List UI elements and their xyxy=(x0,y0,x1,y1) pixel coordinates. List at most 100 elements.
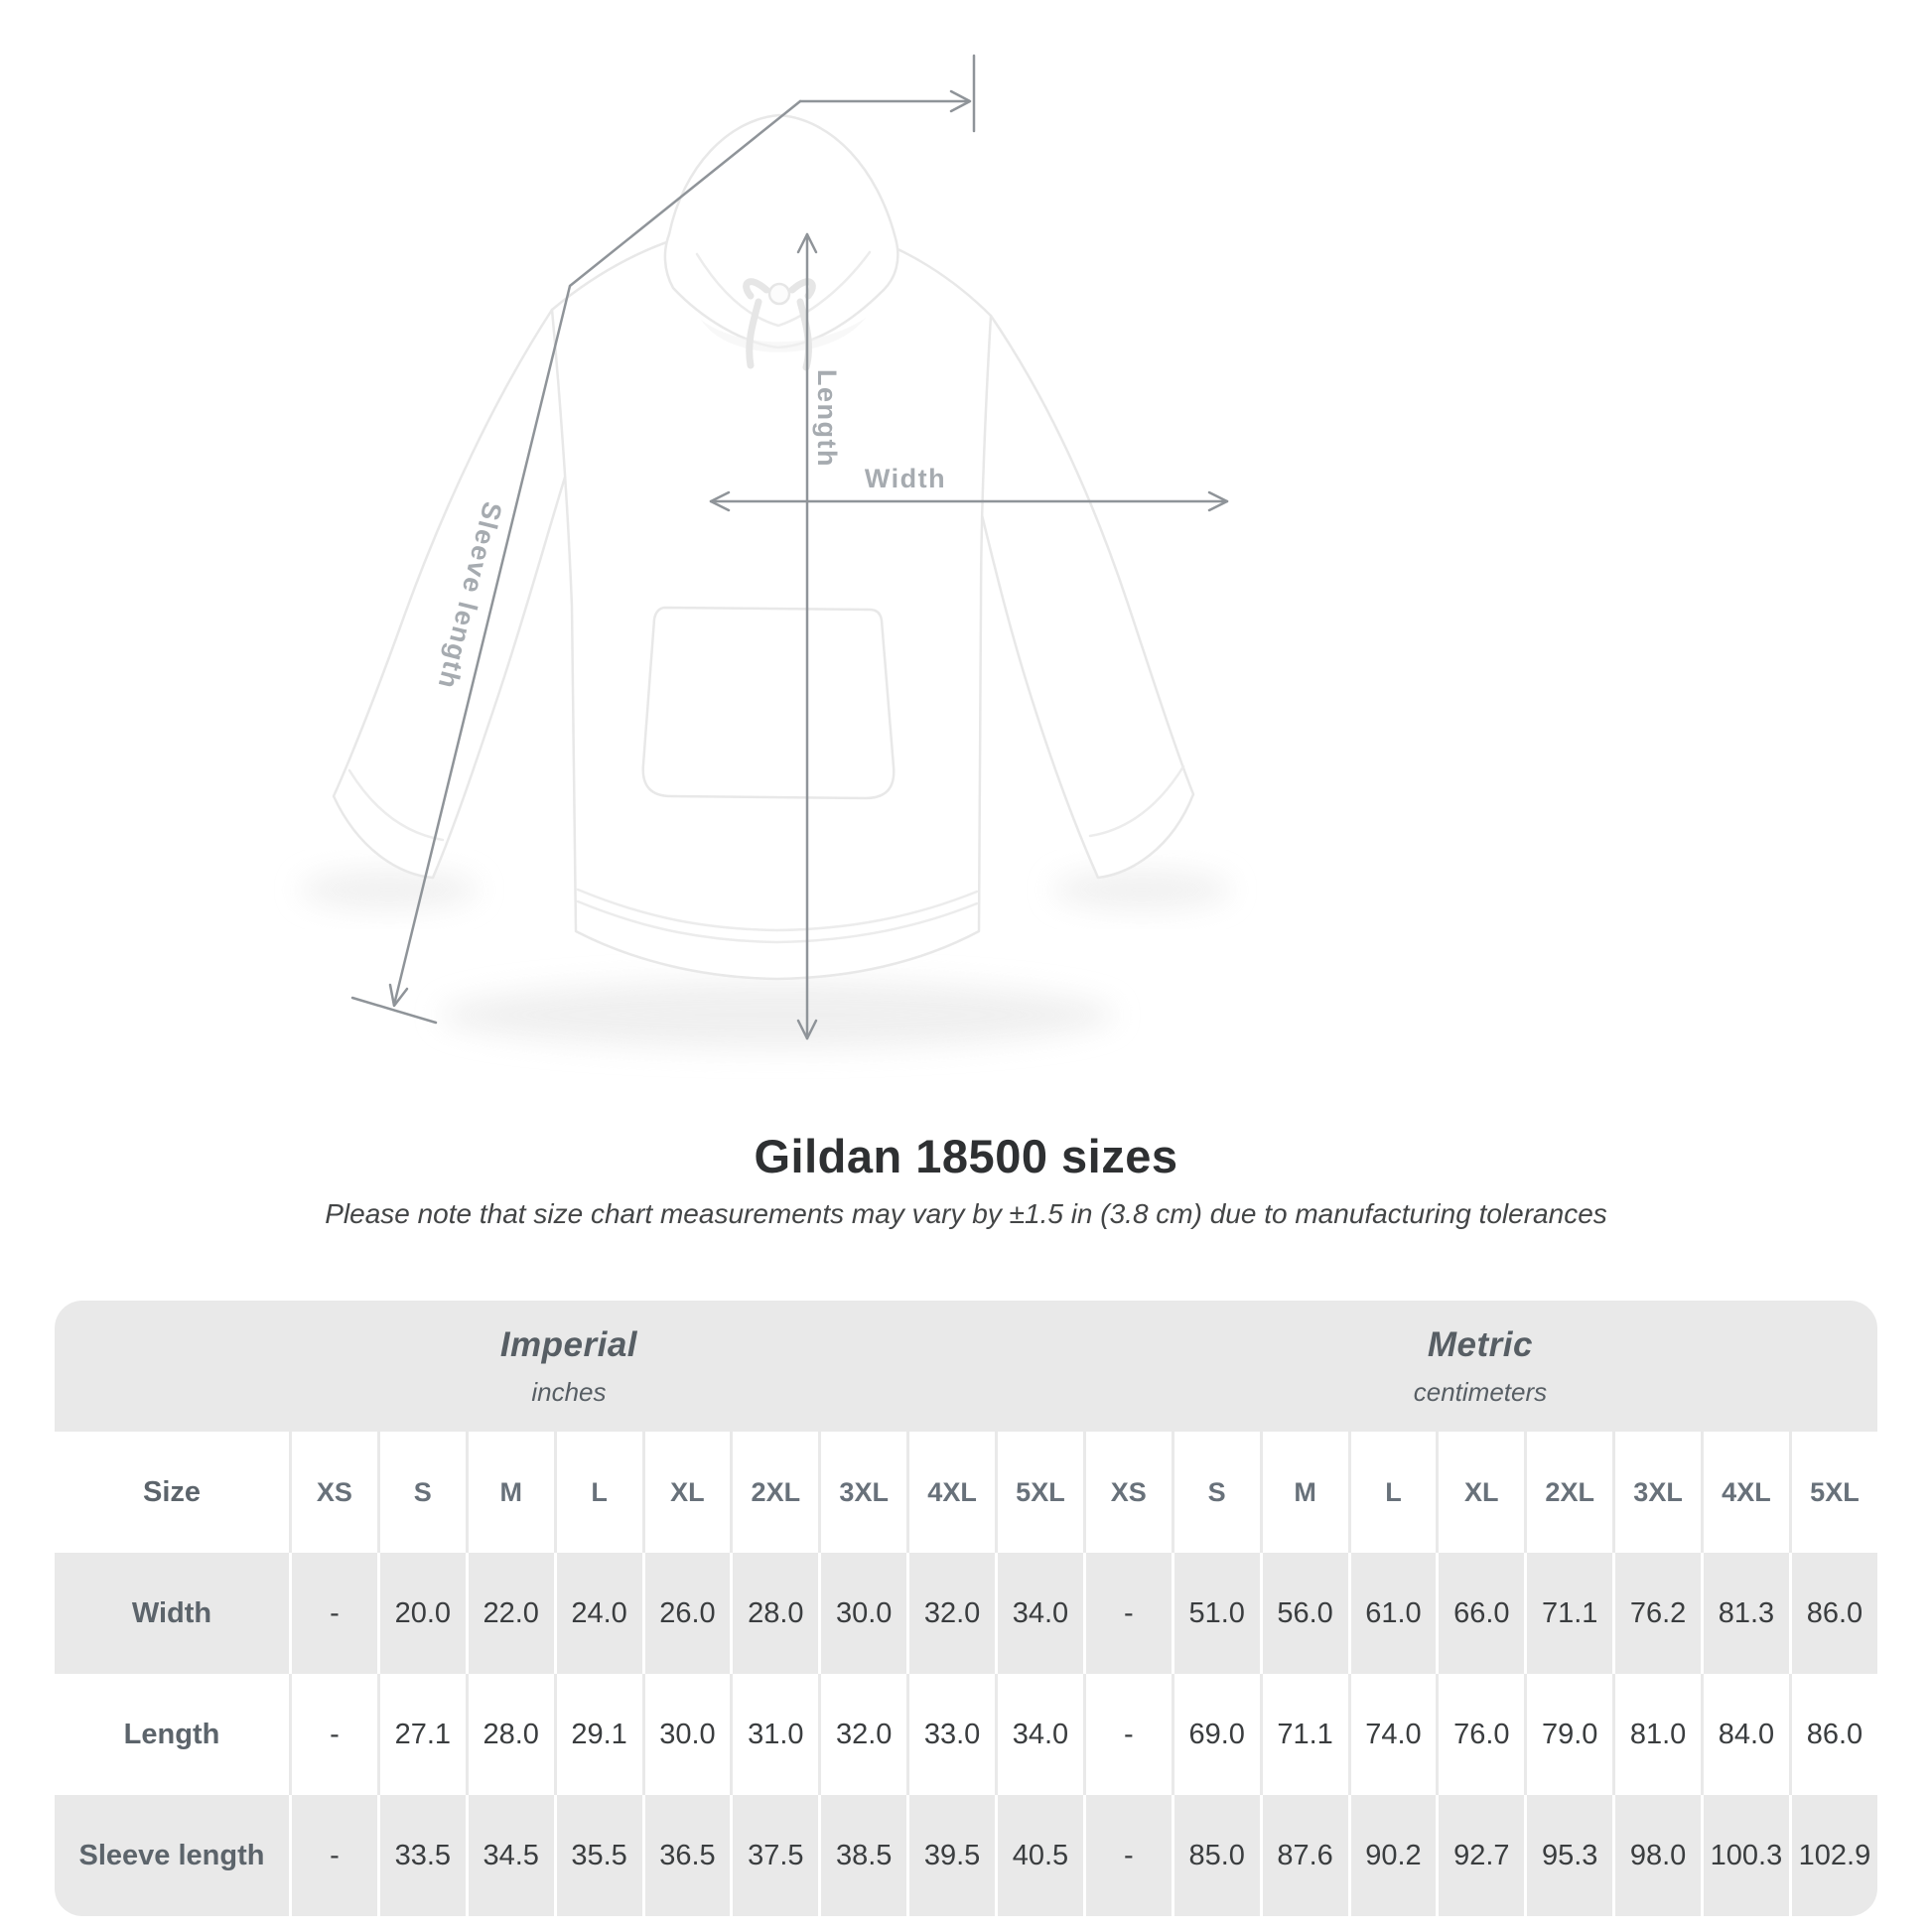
imperial-units: inches xyxy=(531,1376,607,1407)
table-cell: - xyxy=(289,1553,377,1674)
hem-seam-bottom xyxy=(576,899,979,944)
size-header: S xyxy=(1171,1432,1260,1553)
sleeve-length-arrowhead-bottom xyxy=(388,983,409,1008)
table-cell: 81.3 xyxy=(1701,1553,1789,1674)
table-cell: 38.5 xyxy=(818,1795,907,1916)
width-arrowhead-right xyxy=(1207,490,1229,512)
table-cell: 34.5 xyxy=(465,1795,554,1916)
imperial-title: Imperial xyxy=(499,1324,638,1364)
size-table: Imperial inches Metric centimeters Size … xyxy=(55,1301,1877,1916)
width-measure: Width xyxy=(709,464,1229,512)
table-cell: 39.5 xyxy=(906,1795,995,1916)
size-header: 4XL xyxy=(906,1432,995,1553)
cuff-shadow-left xyxy=(300,870,479,909)
table-cell: 37.5 xyxy=(730,1795,819,1916)
table-row-sleeve-length: Sleeve length - 33.5 34.5 35.5 36.5 37.5… xyxy=(55,1795,1877,1916)
hem-seam-top xyxy=(576,888,979,932)
table-cell: - xyxy=(1082,1674,1172,1795)
length-arrowhead-bottom xyxy=(796,1019,818,1040)
table-cell: 33.0 xyxy=(906,1674,995,1795)
cuff-shadow-right xyxy=(1052,870,1231,909)
table-cell: 100.3 xyxy=(1701,1795,1789,1916)
size-header: 2XL xyxy=(730,1432,819,1553)
size-header: M xyxy=(465,1432,554,1553)
table-cell: 79.0 xyxy=(1524,1674,1613,1795)
table-cell: 85.0 xyxy=(1171,1795,1260,1916)
table-cell: 86.0 xyxy=(1788,1553,1877,1674)
sleeve-length-bottom-tick xyxy=(350,996,438,1025)
table-cell: 81.0 xyxy=(1612,1674,1701,1795)
table-cell: - xyxy=(289,1795,377,1916)
size-header: 3XL xyxy=(818,1432,907,1553)
cuff-seam-right xyxy=(1088,764,1185,838)
table-cell: 56.0 xyxy=(1259,1553,1348,1674)
table-cell: 33.5 xyxy=(376,1795,466,1916)
length-arrowhead-top xyxy=(796,232,818,254)
table-cell: 30.0 xyxy=(641,1674,731,1795)
table-cell: 102.9 xyxy=(1788,1795,1877,1916)
table-cell: 98.0 xyxy=(1612,1795,1701,1916)
table-cell: 69.0 xyxy=(1171,1674,1260,1795)
table-cell: 22.0 xyxy=(465,1553,554,1674)
table-cell: 87.6 xyxy=(1259,1795,1348,1916)
sleeve-length-arrowhead-right xyxy=(949,89,972,113)
table-cell: 76.2 xyxy=(1612,1553,1701,1674)
size-header: S xyxy=(376,1432,466,1553)
drawstring-loop-right xyxy=(788,278,816,300)
column-header-size: Size xyxy=(55,1432,289,1553)
table-cell: 40.5 xyxy=(995,1795,1083,1916)
table-cell: 71.1 xyxy=(1259,1674,1348,1795)
table-cell: 27.1 xyxy=(376,1674,466,1795)
ground-shadow xyxy=(440,981,1115,1048)
kangaroo-pocket xyxy=(641,606,896,800)
size-header: 2XL xyxy=(1524,1432,1613,1553)
size-header: XL xyxy=(641,1432,731,1553)
size-header: XL xyxy=(1436,1432,1525,1553)
metric-units: centimeters xyxy=(1413,1376,1548,1407)
cuff-seam-left xyxy=(347,768,445,842)
size-header: 4XL xyxy=(1701,1432,1789,1553)
length-measure: Length xyxy=(796,232,842,1040)
table-cell: 34.0 xyxy=(995,1674,1083,1795)
table-cell: 84.0 xyxy=(1701,1674,1789,1795)
size-header: 3XL xyxy=(1612,1432,1701,1553)
row-label-width: Width xyxy=(55,1553,289,1674)
imperial-section-header: Imperial inches xyxy=(55,1301,1083,1432)
size-header: XS xyxy=(1082,1432,1172,1553)
table-cell: 24.0 xyxy=(553,1553,642,1674)
sleeve-left xyxy=(332,308,576,880)
hoodie-measurement-diagram: Sleeve length Length Width xyxy=(300,54,1231,1048)
table-cell: 76.0 xyxy=(1436,1674,1525,1795)
table-cell: - xyxy=(289,1674,377,1795)
size-header: L xyxy=(1347,1432,1437,1553)
length-label: Length xyxy=(812,369,842,468)
sleeve-length-diagonal-line xyxy=(392,99,802,1007)
size-header: L xyxy=(553,1432,642,1553)
table-cell: 35.5 xyxy=(553,1795,642,1916)
table-cell: - xyxy=(1082,1553,1172,1674)
hood-opening-seam xyxy=(695,250,872,328)
table-cell: 28.0 xyxy=(730,1553,819,1674)
table-cell: 95.3 xyxy=(1524,1795,1613,1916)
sleeve-right xyxy=(963,314,1195,880)
drawstring-left xyxy=(746,298,762,369)
metric-title: Metric xyxy=(1427,1324,1533,1364)
size-header: M xyxy=(1259,1432,1348,1553)
chart-title: Gildan 18500 sizes xyxy=(754,1130,1178,1182)
table-cell: 29.1 xyxy=(553,1674,642,1795)
table-cell: 28.0 xyxy=(465,1674,554,1795)
size-header: 5XL xyxy=(1788,1432,1877,1553)
table-cell: 31.0 xyxy=(730,1674,819,1795)
hoodie-illustration: Sleeve length Length Width xyxy=(300,54,1231,1048)
table-cell: 74.0 xyxy=(1347,1674,1437,1795)
table-cell: 26.0 xyxy=(641,1553,731,1674)
size-header-row: Size XS S M L XL 2XL 3XL 4XL 5XL XS S M … xyxy=(55,1432,1877,1553)
table-cell: 32.0 xyxy=(818,1674,907,1795)
table-cell: 51.0 xyxy=(1171,1553,1260,1674)
table-cell: - xyxy=(1082,1795,1172,1916)
row-label-length: Length xyxy=(55,1674,289,1795)
drawstring-loop-left xyxy=(743,278,770,300)
unit-header-row: Imperial inches Metric centimeters xyxy=(55,1301,1877,1432)
width-arrowhead-left xyxy=(709,490,731,512)
